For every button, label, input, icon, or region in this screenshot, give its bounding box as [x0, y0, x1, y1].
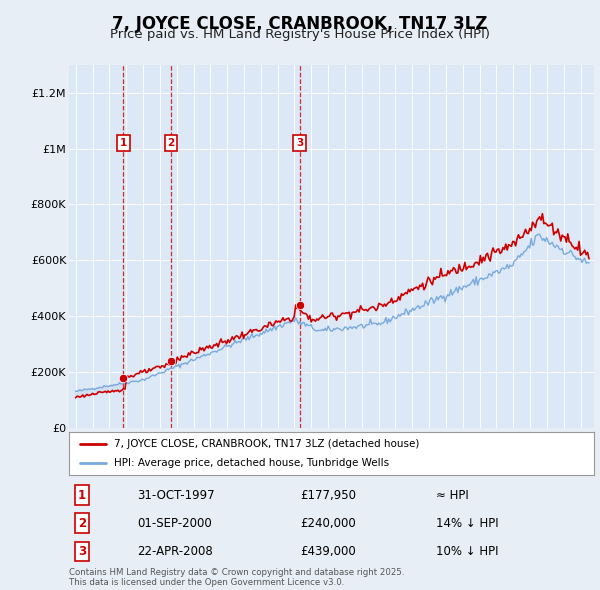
Text: 7, JOYCE CLOSE, CRANBROOK, TN17 3LZ (detached house): 7, JOYCE CLOSE, CRANBROOK, TN17 3LZ (det…: [113, 439, 419, 449]
Text: 01-SEP-2000: 01-SEP-2000: [137, 517, 212, 530]
Text: 3: 3: [78, 545, 86, 558]
Text: 3: 3: [296, 138, 304, 148]
Text: 22-APR-2008: 22-APR-2008: [137, 545, 213, 558]
Text: £177,950: £177,950: [300, 489, 356, 502]
Text: 31-OCT-1997: 31-OCT-1997: [137, 489, 215, 502]
Text: Price paid vs. HM Land Registry's House Price Index (HPI): Price paid vs. HM Land Registry's House …: [110, 28, 490, 41]
Text: 7, JOYCE CLOSE, CRANBROOK, TN17 3LZ: 7, JOYCE CLOSE, CRANBROOK, TN17 3LZ: [112, 15, 488, 33]
Text: ≈ HPI: ≈ HPI: [437, 489, 469, 502]
Text: 2: 2: [78, 517, 86, 530]
Text: HPI: Average price, detached house, Tunbridge Wells: HPI: Average price, detached house, Tunb…: [113, 458, 389, 468]
Text: 1: 1: [78, 489, 86, 502]
Text: £240,000: £240,000: [300, 517, 356, 530]
Text: £439,000: £439,000: [300, 545, 356, 558]
Text: 14% ↓ HPI: 14% ↓ HPI: [437, 517, 499, 530]
Text: Contains HM Land Registry data © Crown copyright and database right 2025.
This d: Contains HM Land Registry data © Crown c…: [69, 568, 404, 587]
Text: 10% ↓ HPI: 10% ↓ HPI: [437, 545, 499, 558]
Text: 1: 1: [120, 138, 127, 148]
Text: 2: 2: [167, 138, 175, 148]
